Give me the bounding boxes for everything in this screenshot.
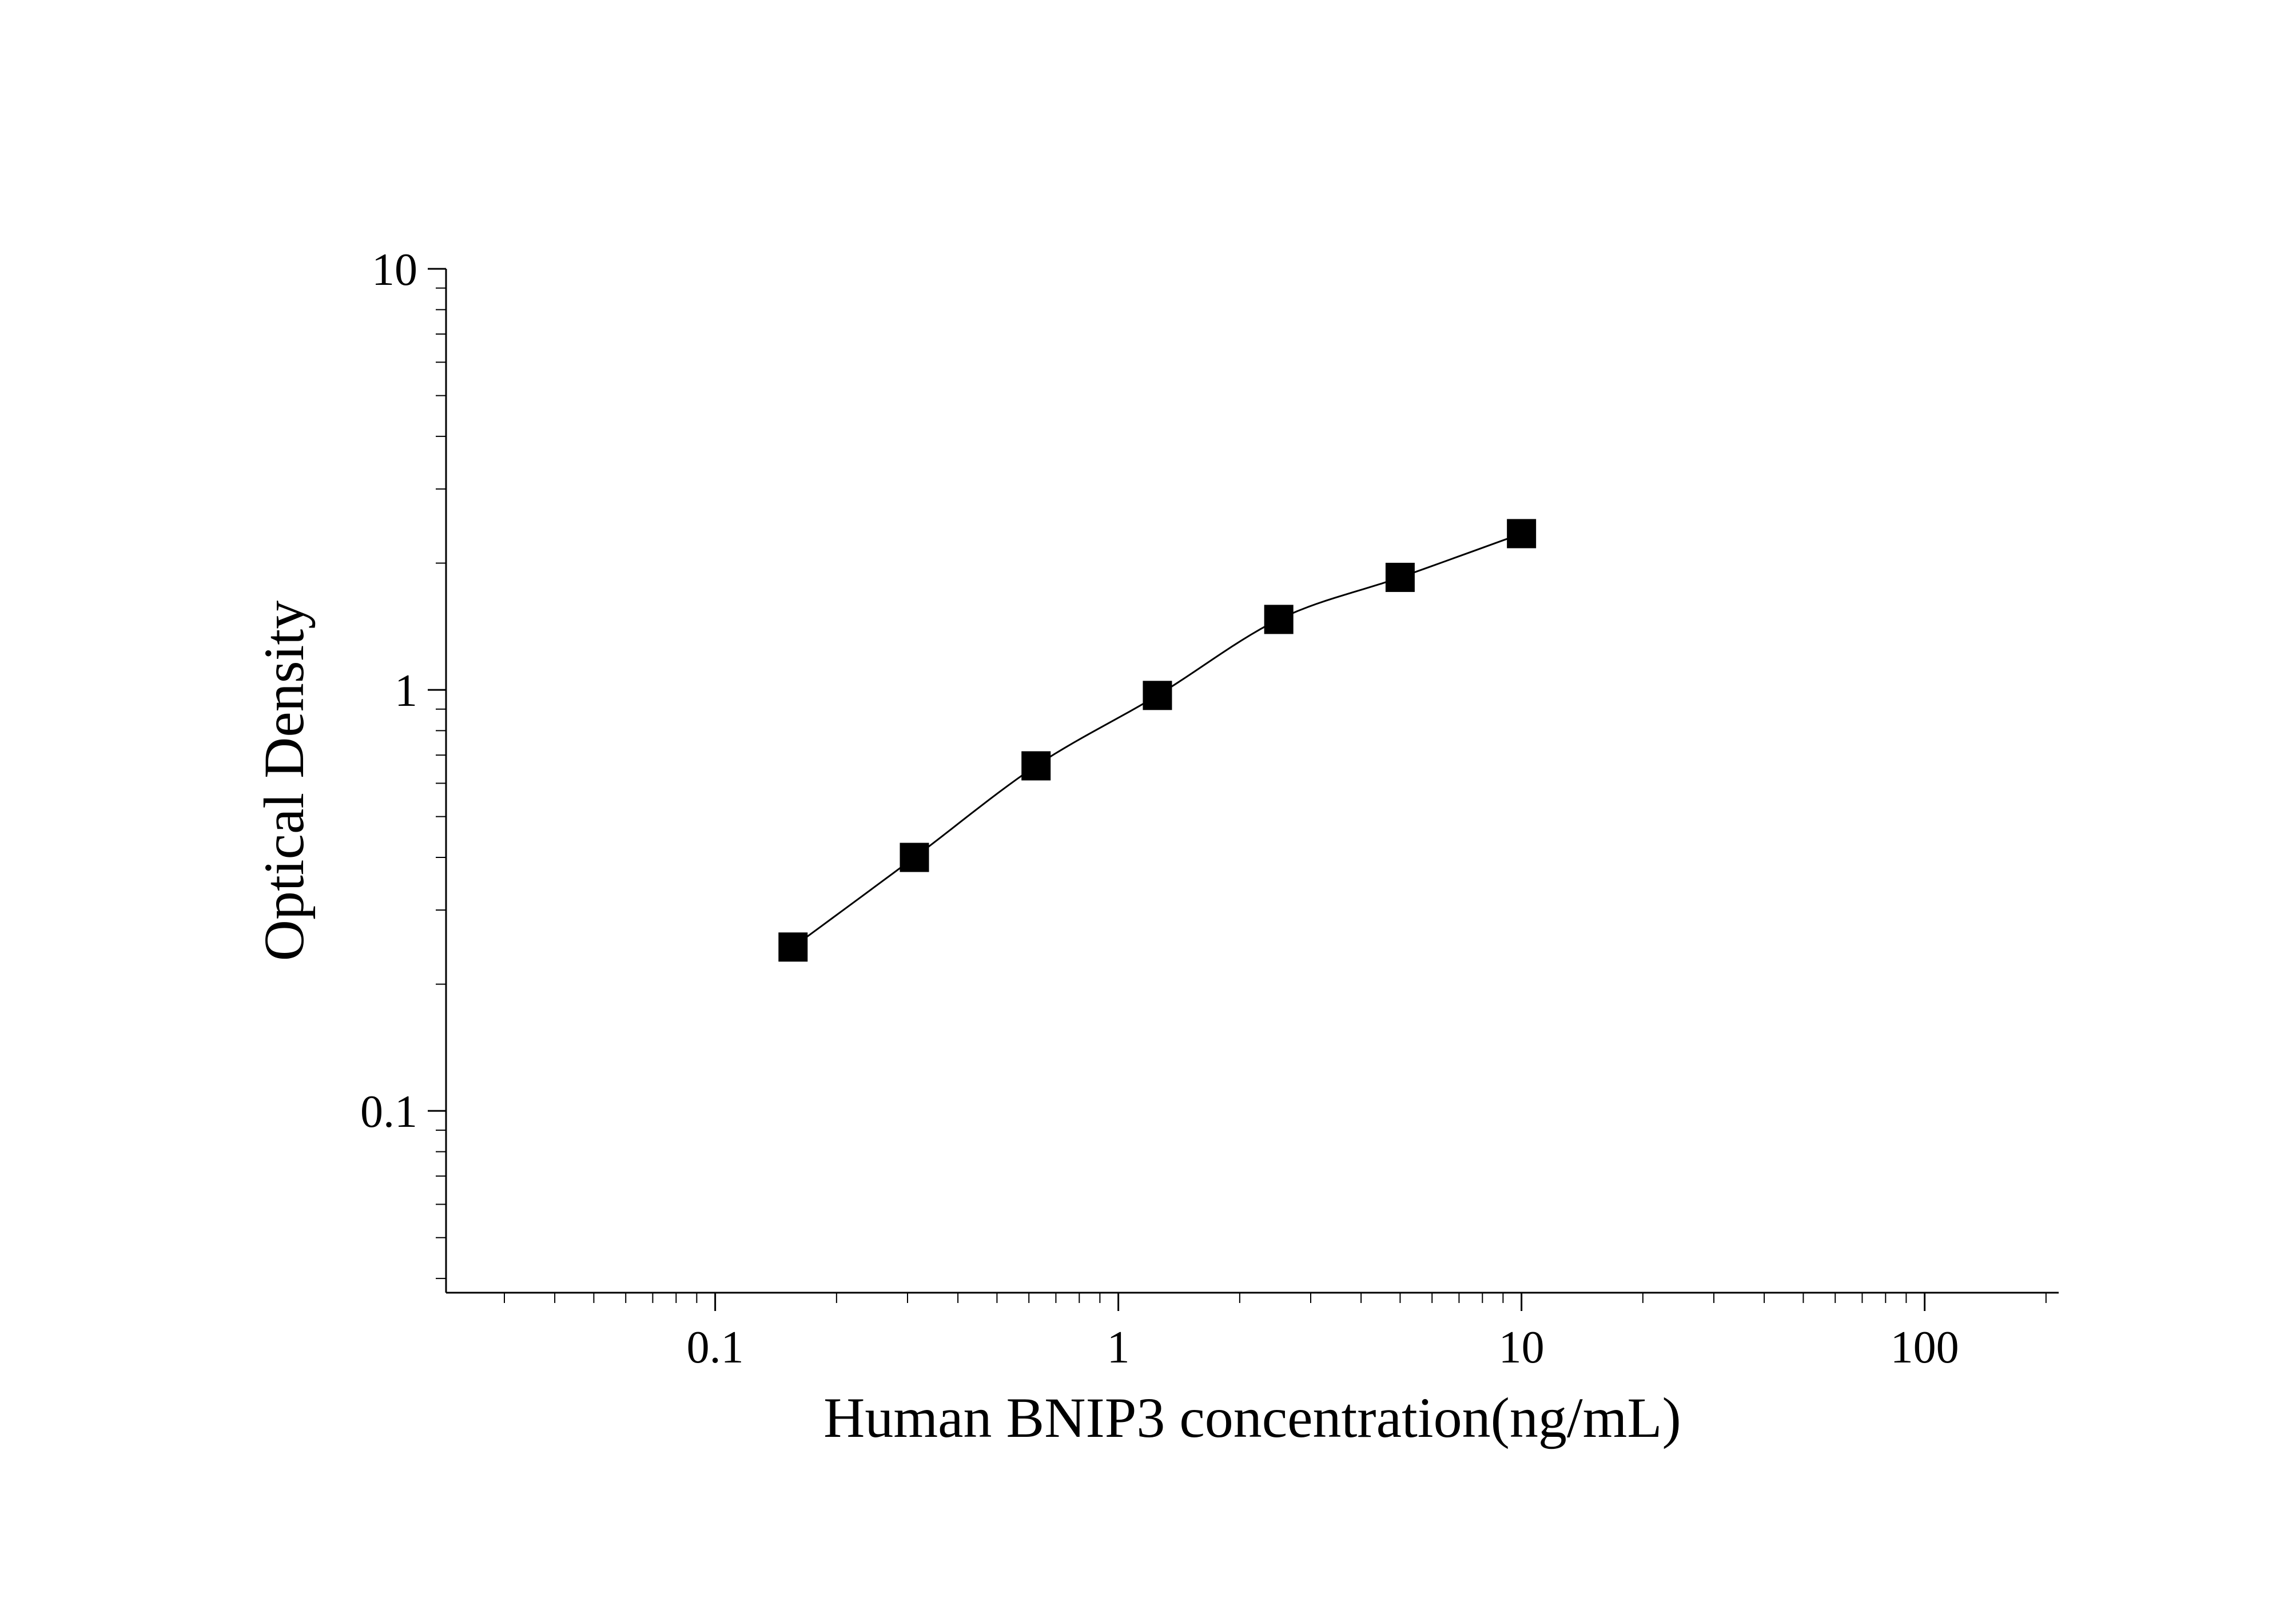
- data-point-marker: [1507, 519, 1536, 548]
- standard-curve-chart: 0.1 1 10 100 0.1 1 10 Human BNIP3 concentration…: [0, 0, 2296, 1605]
- data-point-marker: [1386, 563, 1414, 591]
- data-point-marker: [1022, 752, 1050, 780]
- data-point-marker: [1143, 681, 1172, 710]
- x-tick-label: 0.1: [687, 1322, 744, 1373]
- x-tick-label: 1: [1107, 1322, 1130, 1373]
- x-tick-label: 10: [1499, 1322, 1545, 1373]
- y-tick-label: 1: [395, 666, 417, 716]
- y-tick-label: 0.1: [360, 1087, 417, 1137]
- chart-container: 0.1 1 10 100 0.1 1 10 Human BNIP3 concentration…: [0, 0, 2296, 1605]
- data-point-marker: [779, 933, 807, 962]
- x-axis-label: Human BNIP3 concentration(ng/mL): [823, 1386, 1681, 1449]
- x-tick-label: 100: [1891, 1322, 1959, 1373]
- y-axis-label: Optical Density: [252, 601, 316, 961]
- data-point-marker: [900, 843, 929, 872]
- y-tick-label: 10: [372, 245, 417, 295]
- data-point-marker: [1264, 605, 1293, 634]
